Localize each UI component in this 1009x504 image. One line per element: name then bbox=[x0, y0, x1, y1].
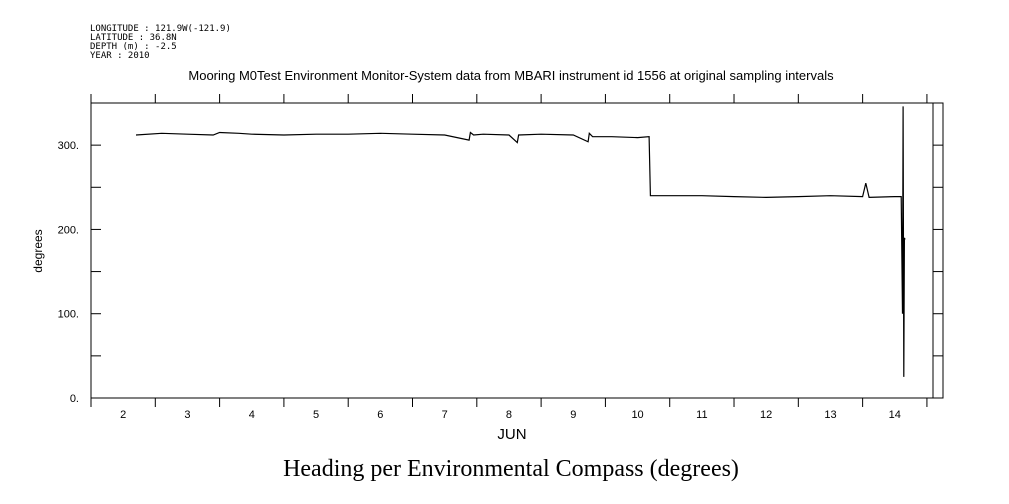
x-tick-label: 13 bbox=[824, 409, 836, 421]
x-tick-label: 7 bbox=[442, 409, 448, 421]
x-tick-label: 14 bbox=[889, 409, 901, 421]
x-axis-label: JUN bbox=[497, 426, 526, 443]
x-tick-label: 11 bbox=[696, 409, 707, 421]
plot-frame bbox=[90, 102, 944, 399]
x-tick-label: 3 bbox=[184, 409, 190, 421]
x-tick-label: 2 bbox=[120, 409, 126, 421]
x-axis-ticks: 2 3 4 5 6 7 8 9 10 11 12 13 14 bbox=[90, 94, 928, 421]
metadata-block: LONGITUDE : 121.9W(-121.9) LATITUDE : 36… bbox=[90, 24, 231, 61]
x-tick-label: 9 bbox=[570, 409, 576, 421]
longitude-text: LONGITUDE : 121.9W(-121.9) bbox=[90, 24, 231, 34]
x-tick-label: 12 bbox=[760, 409, 772, 421]
y-axis-label: degrees bbox=[31, 229, 45, 272]
figure-caption: Heading per Environmental Compass (degre… bbox=[283, 456, 739, 482]
x-tick-label: 4 bbox=[249, 409, 255, 421]
x-tick-label: 5 bbox=[313, 409, 319, 421]
y-tick-label: 200. bbox=[58, 224, 79, 236]
x-tick-label: 10 bbox=[631, 409, 643, 421]
y-tick-label: 0. bbox=[70, 393, 79, 405]
x-tick-label: 8 bbox=[506, 409, 512, 421]
y-tick-label: 300. bbox=[58, 140, 79, 152]
series-line bbox=[135, 106, 906, 377]
chart-title: Mooring M0Test Environment Monitor-Syste… bbox=[188, 68, 834, 83]
latitude-text: LATITUDE : 36.8N bbox=[90, 33, 177, 43]
y-axis-ticks: 0. 100. 200. 300. bbox=[58, 102, 943, 405]
depth-text: DEPTH (m) : -2.5 bbox=[90, 42, 177, 52]
y-tick-label: 100. bbox=[58, 309, 79, 321]
x-tick-label: 6 bbox=[377, 409, 383, 421]
year-text: YEAR : 2010 bbox=[90, 51, 150, 61]
series-layer bbox=[135, 106, 906, 377]
